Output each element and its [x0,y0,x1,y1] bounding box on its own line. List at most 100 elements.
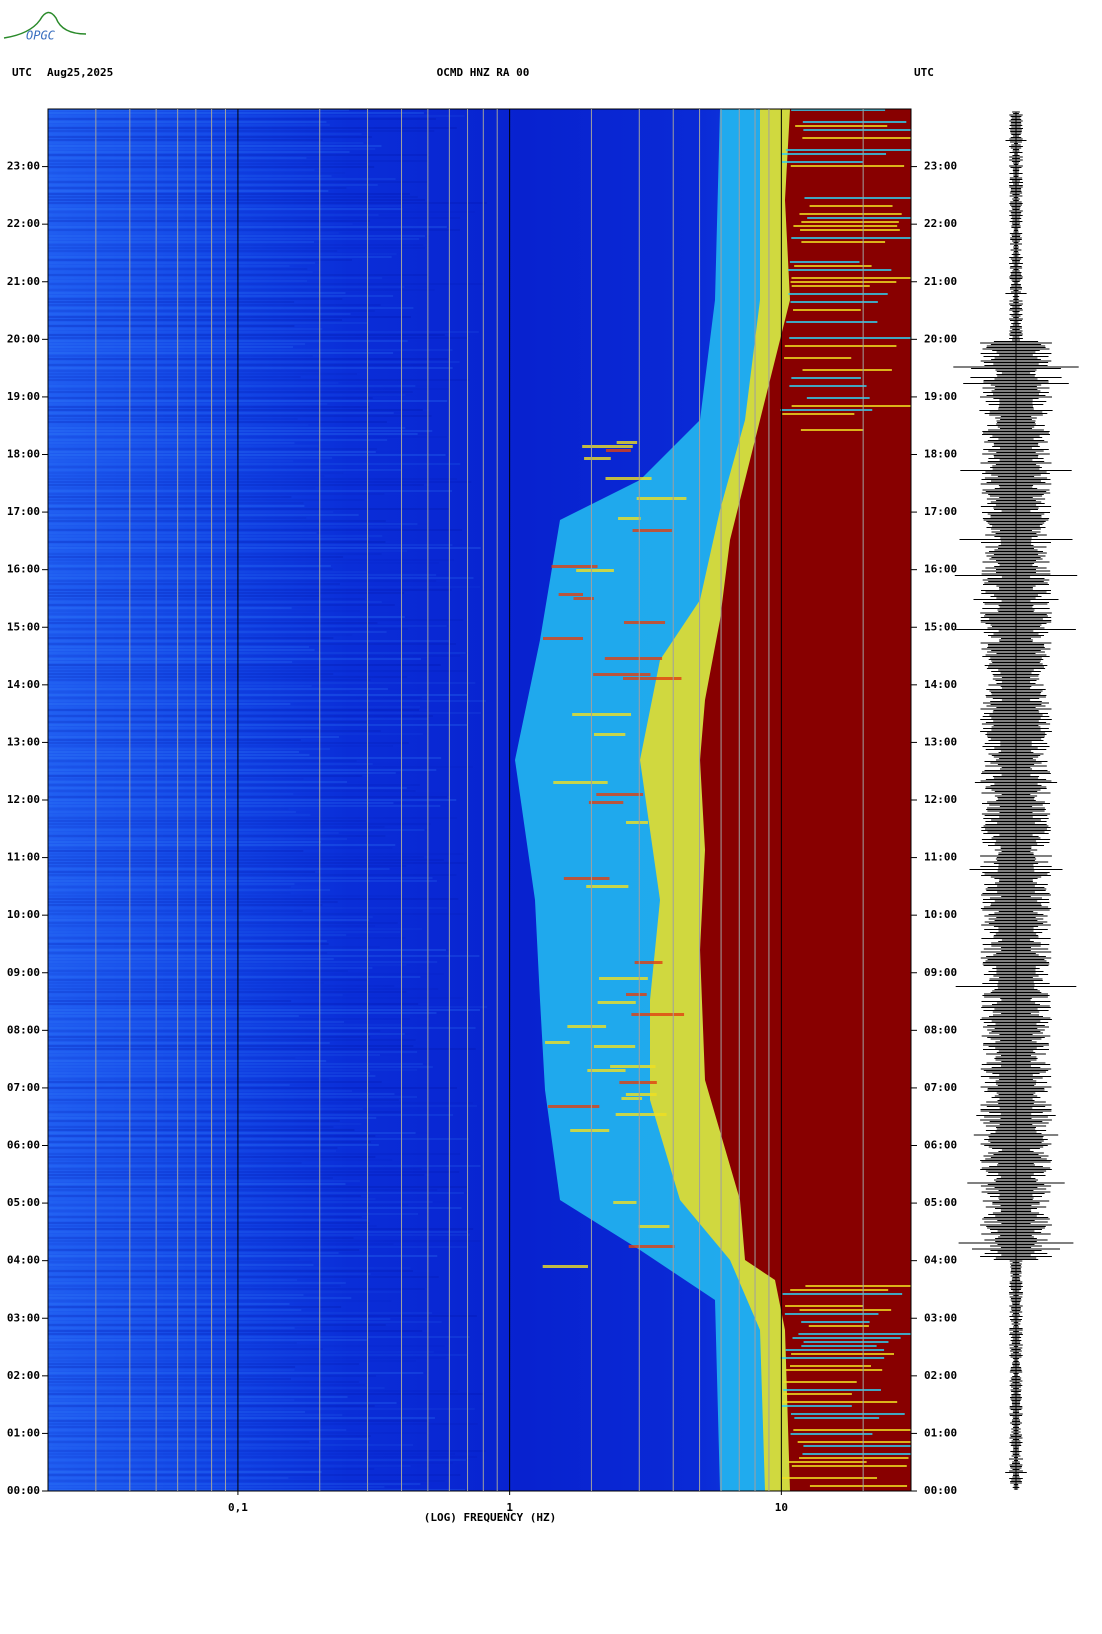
noise-stripe [48,142,364,144]
noise-stripe [48,721,367,723]
noise-stripe [48,115,465,117]
noise-stripe [48,559,454,561]
noise-stripe [48,985,395,987]
hf-stripe [791,377,861,379]
hf-stripe [794,265,872,267]
noise-stripe [48,1237,354,1239]
noise-stripe [48,484,424,486]
noise-stripe [48,859,444,861]
hf-stripe [782,161,863,163]
noise-stripe [48,379,470,381]
noise-stripe [48,112,424,114]
noise-stripe [48,442,295,444]
noise-stripe [48,871,316,873]
hf-stripe [628,1245,675,1248]
noise-stripe [48,1216,362,1218]
noise-stripe [48,847,393,849]
hf-stripe [782,1401,898,1403]
noise-stripe [48,1447,319,1449]
noise-stripe [48,610,360,612]
hf-stripe [802,137,911,139]
noise-stripe [48,838,348,840]
noise-stripe [48,643,456,645]
hf-stripe [545,1041,570,1044]
noise-stripe [48,532,317,534]
noise-stripe [48,676,408,678]
noise-stripe [48,349,453,351]
noise-stripe [48,415,432,417]
y-tick-label: 03:00 [924,1311,957,1324]
noise-stripe [48,490,453,492]
noise-stripe [48,1315,477,1317]
noise-stripe [48,277,383,279]
noise-stripe [48,817,458,819]
noise-stripe [48,589,452,591]
noise-stripe [48,661,293,663]
noise-stripe [48,535,383,537]
noise-stripe [48,313,351,315]
noise-stripe [48,523,418,525]
noise-stripe [48,940,327,942]
noise-stripe [48,1366,296,1368]
hf-stripe [783,1389,881,1391]
noise-stripe [48,808,289,810]
noise-stripe [48,541,386,543]
noise-stripe [48,1456,478,1458]
noise-stripe [48,625,447,627]
noise-stripe [48,571,367,573]
noise-stripe [48,292,346,294]
noise-stripe [48,580,437,582]
noise-stripe [48,511,334,513]
noise-stripe [48,430,433,432]
y-tick-label: 16:00 [924,563,957,576]
noise-stripe [48,619,464,621]
hf-stripe [596,793,644,796]
noise-stripe [48,1462,453,1464]
noise-stripe [48,1453,455,1455]
noise-stripe [48,1336,470,1338]
noise-stripe [48,772,396,774]
noise-stripe [48,613,316,615]
noise-stripe [48,586,480,588]
noise-stripe [48,745,393,747]
noise-stripe [48,1300,392,1302]
hf-stripe [791,277,911,279]
hf-stripe [543,637,584,640]
hf-stripe [808,1325,869,1327]
noise-stripe [48,1342,297,1344]
y-tick-label: 22:00 [924,217,957,230]
noise-stripe [48,829,425,831]
y-tick-label: 10:00 [7,908,40,921]
noise-stripe [48,1381,359,1383]
hf-stripe [807,217,911,219]
noise-stripe [48,901,338,903]
noise-stripe [48,1057,296,1059]
hf-stripe [783,1381,857,1383]
noise-stripe [48,724,468,726]
y-tick-label: 07:00 [7,1081,40,1094]
y-tick-label: 17:00 [7,505,40,518]
noise-stripe [48,172,346,174]
hf-stripe [605,477,652,480]
noise-stripe [48,517,307,519]
noise-stripe [48,667,320,669]
hf-stripe [801,1321,870,1323]
noise-stripe [48,1285,341,1287]
noise-stripe [48,346,294,348]
noise-stripe [48,1207,462,1209]
hf-stripe [803,1341,889,1343]
noise-stripe [48,145,382,147]
hf-stripe [801,1345,877,1347]
noise-stripe [48,892,291,894]
hf-stripe [800,429,864,431]
noise-stripe [48,577,474,579]
hf-stripe [791,237,911,239]
y-tick-label: 13:00 [924,735,957,748]
hf-stripe [791,285,870,287]
noise-stripe [48,403,328,405]
noise-stripe [48,826,385,828]
hf-stripe [542,1265,588,1268]
noise-stripe [48,1489,466,1491]
noise-stripe [48,358,448,360]
noise-stripe [48,979,368,981]
